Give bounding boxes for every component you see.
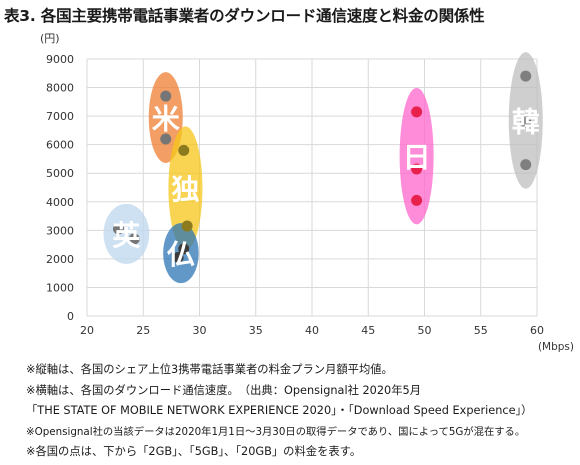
data-point [411,163,423,175]
data-point [178,243,190,255]
data-point [128,233,140,245]
y-tick-label: 3000 [46,224,74,237]
footnote-vertical-axis: ※縦軸は、各国のシェア上位3携帯電話事業者の料金プラン月額平均値。 [26,363,393,376]
y-tick-label: 8000 [46,82,74,95]
y-tick-label: 2000 [46,253,74,266]
country-label: 米 [152,103,180,136]
data-point [181,220,193,232]
country-highlight-ellipse [148,72,183,163]
data-points-group [113,70,532,263]
data-point [411,106,423,118]
country-highlight-ellipse [168,126,203,251]
country-label: 独 [171,173,199,206]
y-tick-label: 1000 [46,281,74,294]
data-point [520,159,532,171]
x-tick-label: 35 [249,324,263,337]
y-tick-label: 9000 [46,53,74,66]
data-point [178,144,190,156]
x-tick-label: 55 [474,324,488,337]
country-label: 仏 [167,238,195,271]
x-tick-label: 50 [418,324,432,337]
x-tick-label: 60 [530,324,544,337]
footnote-source: 「THE STATE OF MOBILE NETWORK EXPERIENCE … [26,404,533,417]
data-point [411,194,423,206]
data-point [172,251,184,263]
x-tick-label: 40 [305,324,319,337]
data-point [520,116,532,128]
tick-labels-group: 0 1000 2000 3000 4000 5000 6000 7000 8000 9000 20 2… [46,53,544,337]
country-label: 英 [112,219,141,252]
country-label: 日 [403,141,431,174]
data-point [160,133,172,145]
x-tick-label: 25 [136,324,150,337]
chart: 米独英仏 日 韓 0 1000 2000 3000 4000 5000 6000 7000 8000… [0,28,580,360]
y-tick-label: 5000 [46,167,74,180]
y-axis-unit-label: (円) [40,32,60,45]
footnote-points-meaning: ※各国の点は、下から「2GB」、「5GB」、「20GB」の料金を表す。 [26,445,362,458]
footnotes: ※縦軸は、各国のシェア上位3携帯電話事業者の料金プラン月額平均値。 ※横軸は、各… [26,360,578,463]
page-title: 表3. 各国主要携帯電話事業者のダウンロード通信速度と料金の関係性 [4,7,485,25]
footnote-horizontal-axis: ※横軸は、各国のダウンロード通信速度。 （出典：Opensignal社 2020… [26,383,422,397]
y-tick-label: 6000 [46,139,74,152]
y-tick-label: 7000 [46,110,74,123]
country-label: 韓 [512,105,540,138]
data-point [160,90,172,102]
x-tick-label: 20 [80,324,94,337]
country-highlight-group [103,52,543,284]
x-tick-label: 45 [361,324,375,337]
footnote-data-period: ※Opensignal社の当該データは2020年1月1日～3月30日の取得データ… [26,425,526,438]
x-axis-unit-label: (Mbps) [538,341,574,353]
data-point [520,70,532,82]
y-tick-label: 4000 [46,196,74,209]
y-tick-label: 0 [67,310,74,323]
country-highlight-ellipse [399,87,434,225]
country-highlight-ellipse [103,203,150,264]
x-tick-label: 30 [193,324,207,337]
data-point [113,223,124,235]
